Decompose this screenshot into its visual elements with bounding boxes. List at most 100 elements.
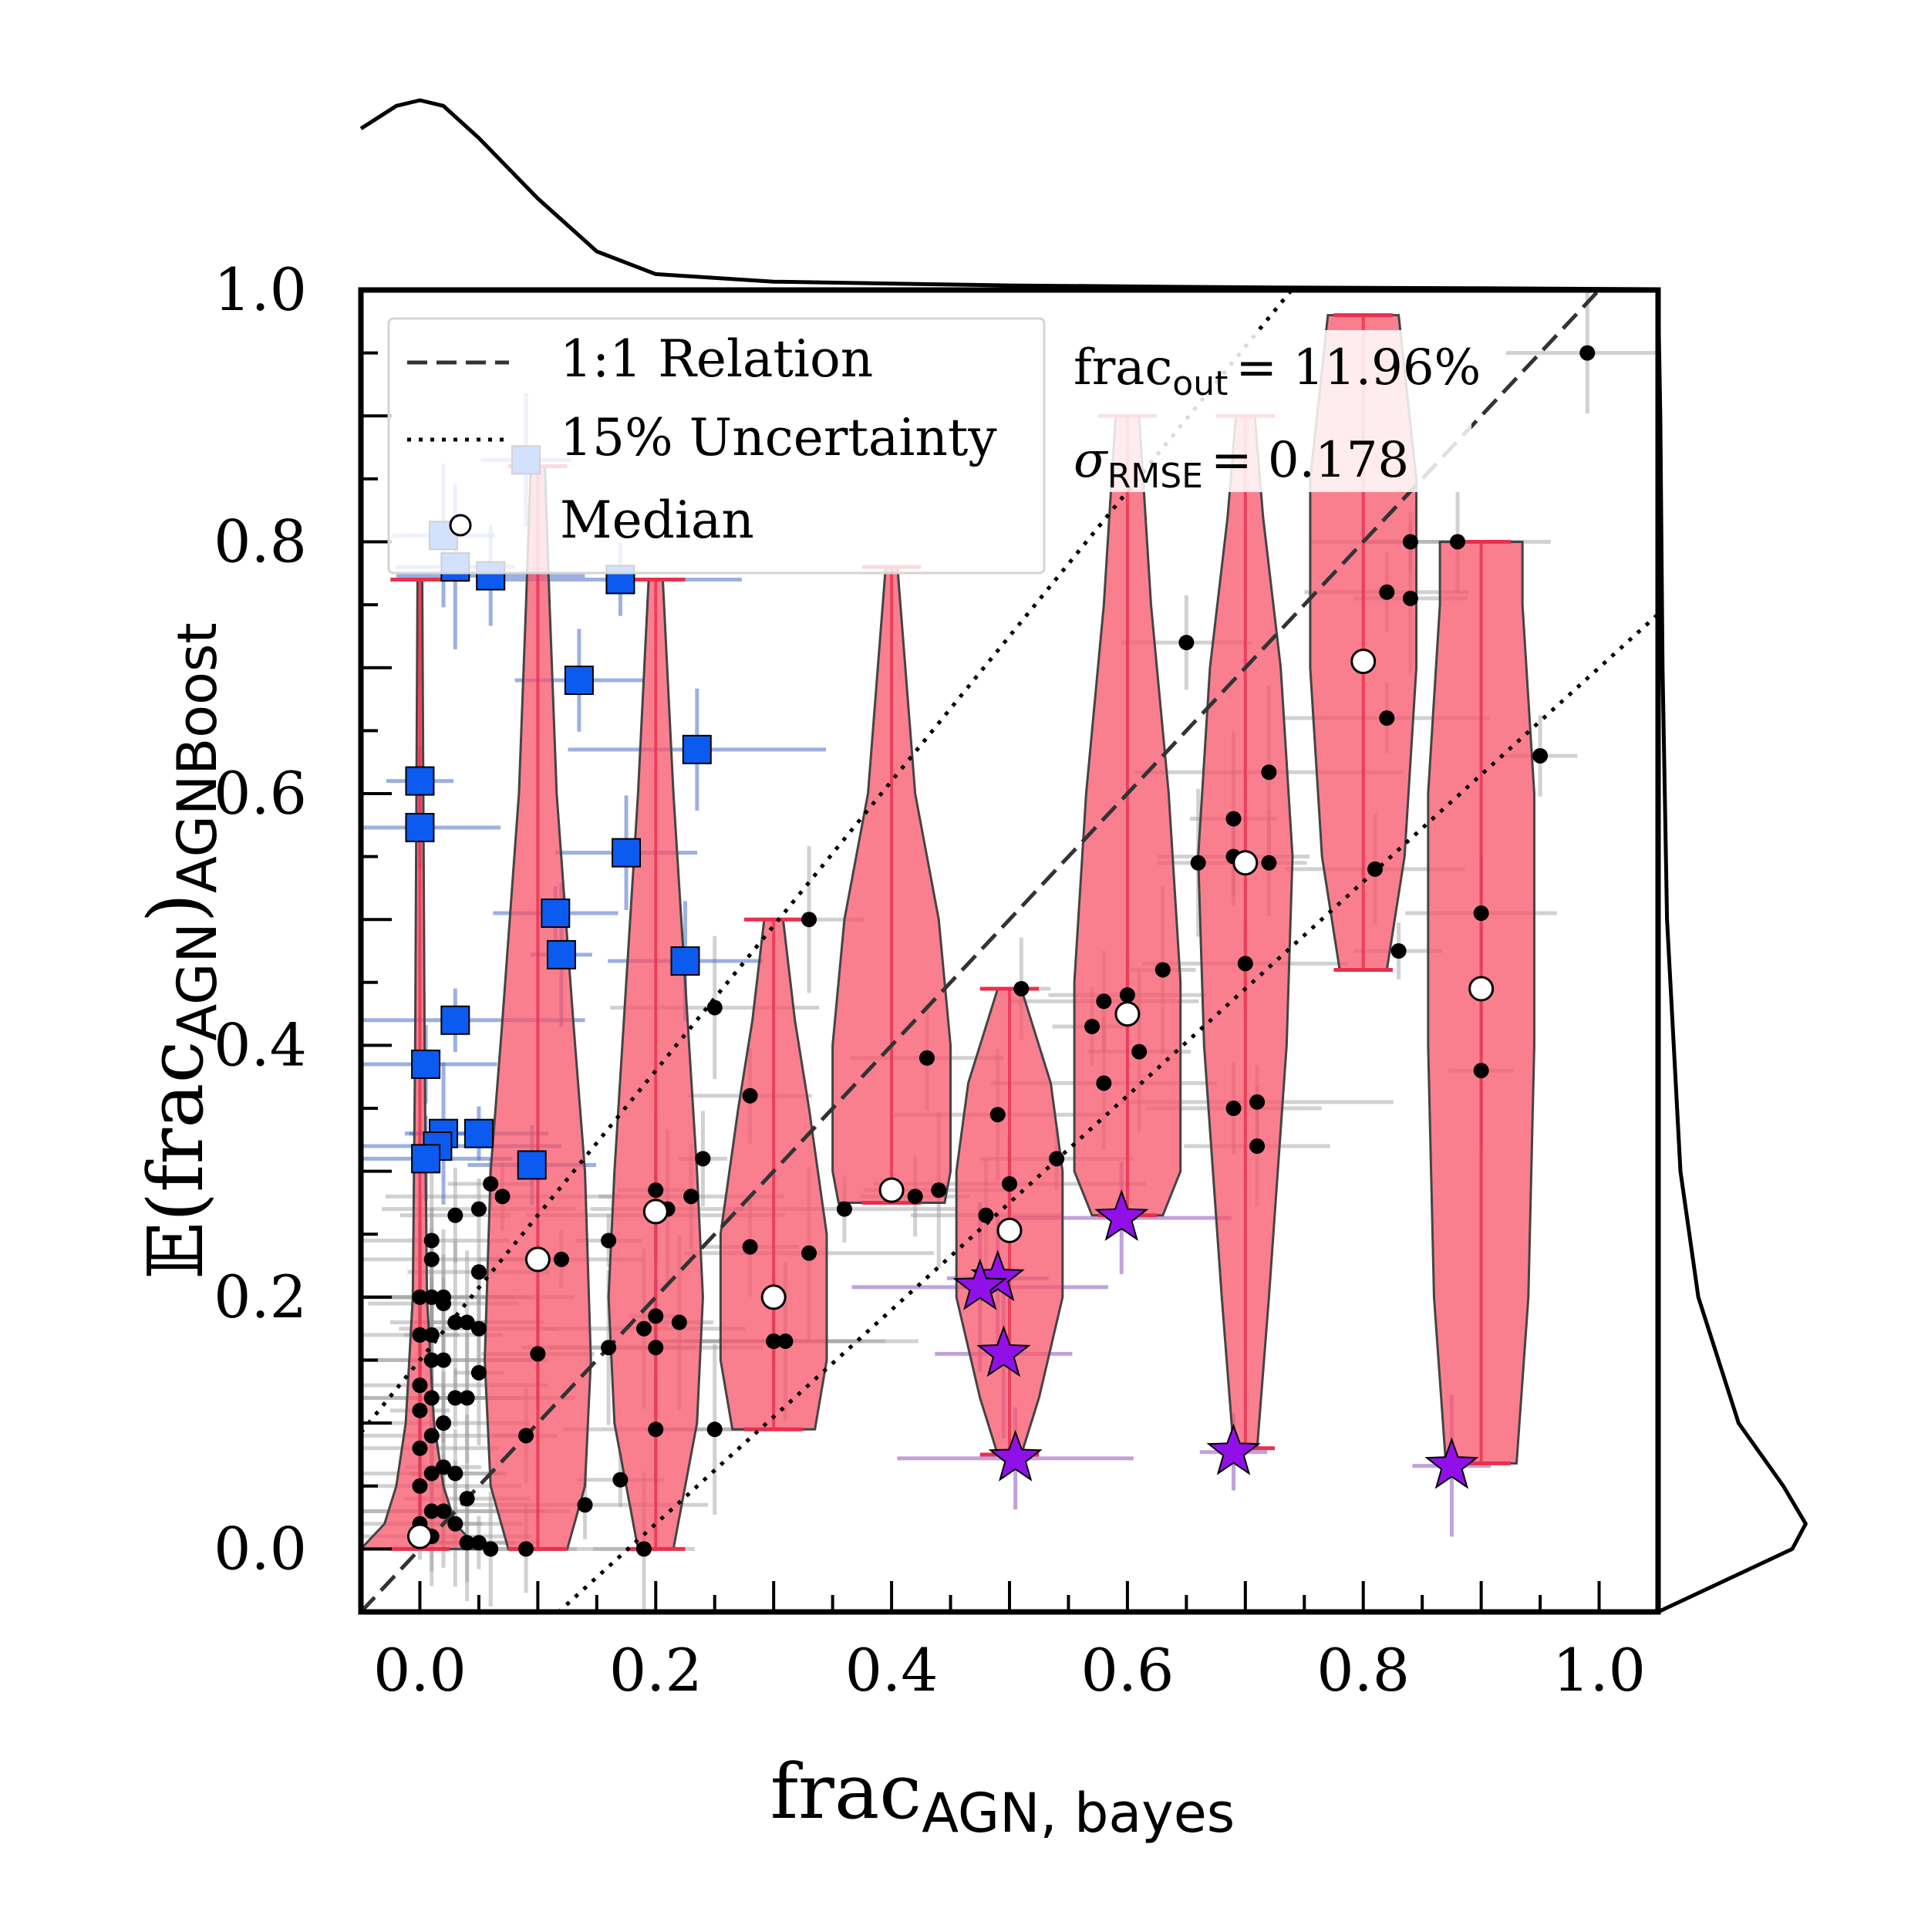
one-to-one-line <box>361 290 1602 1612</box>
blue-square-marker <box>682 734 712 764</box>
median-marker <box>524 1246 551 1273</box>
black-point <box>436 1415 452 1431</box>
black-point <box>423 1289 440 1305</box>
black-point <box>423 1465 440 1482</box>
blue-square-marker <box>564 666 594 696</box>
median-marker <box>642 1199 669 1225</box>
black-point <box>447 1516 463 1532</box>
black-point <box>1261 855 1277 871</box>
black-point <box>423 1327 440 1343</box>
legend-label-1to1: 1:1 Relation <box>560 329 873 389</box>
black-point <box>518 1428 534 1444</box>
black-point <box>459 1535 475 1551</box>
x-tick-label: 1.0 <box>1552 1636 1646 1704</box>
black-point <box>447 1314 463 1330</box>
black-point <box>978 1207 994 1223</box>
black-point <box>1450 534 1466 550</box>
marginal-right-kde <box>1656 289 1808 1614</box>
black-point <box>459 1491 475 1507</box>
black-point <box>470 1535 487 1551</box>
x-tick-label: 0.0 <box>373 1636 467 1704</box>
black-point <box>483 1541 499 1557</box>
median-marker <box>996 1217 1023 1243</box>
y-tick-label: 0.2 <box>214 1263 307 1331</box>
black-point <box>518 1541 534 1557</box>
black-point <box>423 1503 440 1519</box>
blue-square-marker <box>546 939 576 969</box>
black-point <box>412 1377 428 1394</box>
marginal-top-kde <box>359 98 1659 292</box>
black-point <box>436 1459 452 1475</box>
black-point <box>1178 635 1195 651</box>
black-point <box>1225 1101 1242 1117</box>
y-axis-label: 𝔼(fracAGN)AGNBoost <box>133 622 229 1280</box>
black-point <box>459 1314 475 1330</box>
black-point <box>423 1390 440 1406</box>
black-point <box>1390 943 1407 959</box>
black-point <box>706 1421 723 1438</box>
black-points <box>412 345 1596 1557</box>
black-point <box>470 1364 487 1381</box>
black-point <box>483 1175 499 1192</box>
median-markers <box>406 649 1495 1549</box>
black-point <box>470 1264 487 1280</box>
black-point <box>1096 1075 1112 1091</box>
median-marker <box>1114 1001 1141 1027</box>
black-point <box>1119 987 1135 1003</box>
plot-frame <box>358 287 1661 1615</box>
axis-ticks: 0.0 0.2 0.4 0.6 0.8 1.0 0.0 0.2 0.4 0.6 0.8 1.0 <box>214 255 1660 1704</box>
legend-box <box>387 317 1046 575</box>
legend: 1:1 Relation 15% Uncertainty Median <box>387 317 1046 575</box>
black-point <box>1002 1175 1017 1192</box>
black-point <box>436 1503 452 1519</box>
y-tick-label: 0.8 <box>214 507 307 575</box>
marginal-top-curve <box>359 98 1659 292</box>
blue-square-marker <box>411 1049 441 1079</box>
black-point <box>470 1320 487 1337</box>
black-point <box>918 1050 935 1066</box>
black-point <box>1473 905 1489 922</box>
black-point <box>1013 980 1030 996</box>
y-tick-label: 0.6 <box>214 759 307 828</box>
black-point <box>412 1440 428 1456</box>
black-point <box>1049 1151 1065 1167</box>
black-point <box>412 1289 428 1305</box>
blue-square-marker <box>541 899 571 929</box>
black-point <box>1154 962 1171 978</box>
black-point <box>412 1327 428 1343</box>
black-point <box>1532 747 1549 764</box>
black-point <box>931 1182 947 1199</box>
black-point <box>1249 1138 1266 1155</box>
blue-square-marker <box>405 766 435 796</box>
black-point <box>801 912 817 928</box>
black-point <box>801 1245 817 1261</box>
legend-label-median: Median <box>560 491 754 550</box>
y-tick-label: 0.4 <box>214 1010 307 1079</box>
black-point <box>1190 855 1206 871</box>
blue-square-marker <box>440 1005 470 1035</box>
black-point <box>470 1201 487 1217</box>
blue-square-marker <box>405 813 435 843</box>
black-point <box>1379 710 1395 727</box>
black-point <box>1131 1044 1148 1060</box>
stats-box <box>1063 330 1471 492</box>
black-point <box>423 1232 440 1249</box>
purple-star-marker <box>988 1429 1043 1482</box>
black-point <box>1249 1094 1266 1110</box>
black-point <box>447 1465 463 1482</box>
black-point <box>706 1000 723 1016</box>
black-point <box>1402 534 1418 550</box>
black-point <box>447 1207 463 1223</box>
x-tick-label: 0.2 <box>609 1636 703 1704</box>
black-point <box>1473 1063 1489 1079</box>
x-tick-label: 0.4 <box>845 1636 939 1704</box>
black-point <box>577 1497 593 1513</box>
black-point <box>612 1472 629 1488</box>
uncertainty-line <box>555 612 1658 1612</box>
y-tick-label: 0.0 <box>214 1514 307 1583</box>
black-point <box>742 1239 758 1255</box>
purple-star-markers <box>952 1189 1479 1489</box>
black-point <box>423 1352 440 1368</box>
black-point <box>635 1541 652 1557</box>
